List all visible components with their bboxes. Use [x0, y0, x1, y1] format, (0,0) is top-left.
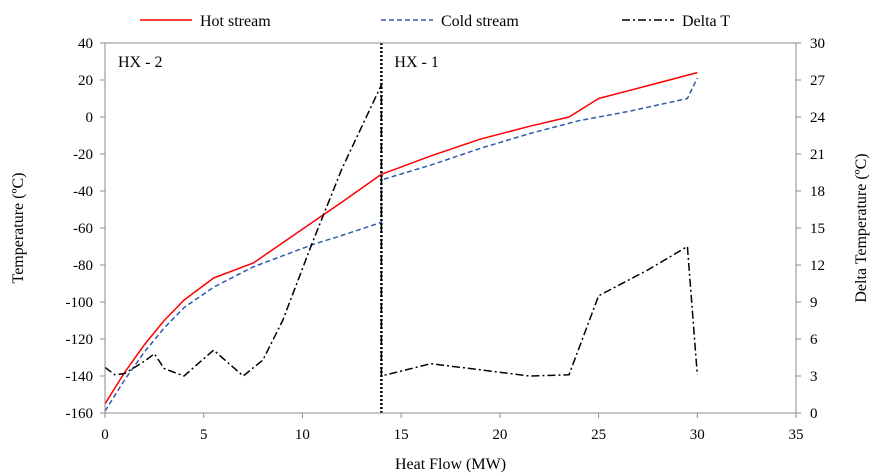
- bottom-axis-ticks: 0 5 10 15 20 25 30 35: [101, 413, 804, 443]
- region-label-hx1: HX - 1: [394, 54, 438, 71]
- y2-tick-label: 0: [810, 406, 818, 422]
- y2-tick-label: 30: [810, 36, 825, 52]
- x-tick-label: 10: [295, 427, 310, 443]
- y2-tick-label: 12: [810, 258, 825, 274]
- region-label-hx2: HX - 2: [118, 54, 162, 71]
- y2-tick-label: 9: [810, 295, 818, 311]
- y2-tick-label: 3: [810, 369, 818, 385]
- x-tick-label: 35: [789, 427, 804, 443]
- x-axis-title: Heat Flow (MW): [395, 456, 506, 473]
- x-tick-label: 25: [591, 427, 606, 443]
- y2-tick-label: 6: [810, 332, 818, 348]
- y-tick-label: -80: [73, 258, 93, 274]
- x-tick-label: 15: [394, 427, 409, 443]
- y2-tick-label: 24: [810, 110, 826, 126]
- series-line-hot-stream: [104, 71, 698, 405]
- y-tick-label: -140: [66, 369, 94, 385]
- y2-tick-label: 21: [810, 147, 825, 163]
- x-tick-label: 20: [492, 427, 507, 443]
- x-tick-label: 5: [200, 427, 208, 443]
- x-tick-label: 30: [690, 427, 705, 443]
- legend-label-hot-stream: Hot stream: [200, 13, 271, 30]
- legend-label-delta-t: Delta T: [682, 13, 730, 30]
- x-tick-label: 0: [101, 427, 109, 443]
- right-axis-ticks: 0 3 6 9 12 15 18 21 24 27 30: [796, 36, 826, 422]
- y-tick-label: 20: [78, 73, 93, 89]
- legend: Hot stream Cold stream Delta T: [140, 13, 730, 30]
- series-layer: [104, 71, 699, 412]
- series-line-delta-t: [104, 84, 699, 377]
- y-tick-label: -20: [73, 147, 93, 163]
- legend-label-cold-stream: Cold stream: [441, 13, 519, 30]
- left-axis-ticks: -160 -140 -120 -100 -80 -60 -40 -20 0 20 40: [66, 36, 105, 422]
- y2-tick-label: 18: [810, 184, 825, 200]
- y2-axis-title: Delta Temperature (ºC): [853, 153, 870, 302]
- y-tick-label: 0: [86, 110, 94, 126]
- region-labels: HX - 2 HX - 1: [118, 54, 439, 71]
- y-tick-label: -40: [73, 184, 93, 200]
- y-tick-label: 40: [78, 36, 93, 52]
- y2-tick-label: 27: [810, 73, 826, 89]
- y-tick-label: -60: [73, 221, 93, 237]
- series-line-cold-stream: [104, 77, 698, 412]
- y-axis-title: Temperature (ºC): [10, 173, 27, 284]
- y-tick-label: -120: [66, 332, 94, 348]
- y2-tick-label: 15: [810, 221, 825, 237]
- plot-frame: [104, 42, 797, 414]
- y-tick-label: -160: [66, 406, 94, 422]
- y-tick-label: -100: [66, 295, 94, 311]
